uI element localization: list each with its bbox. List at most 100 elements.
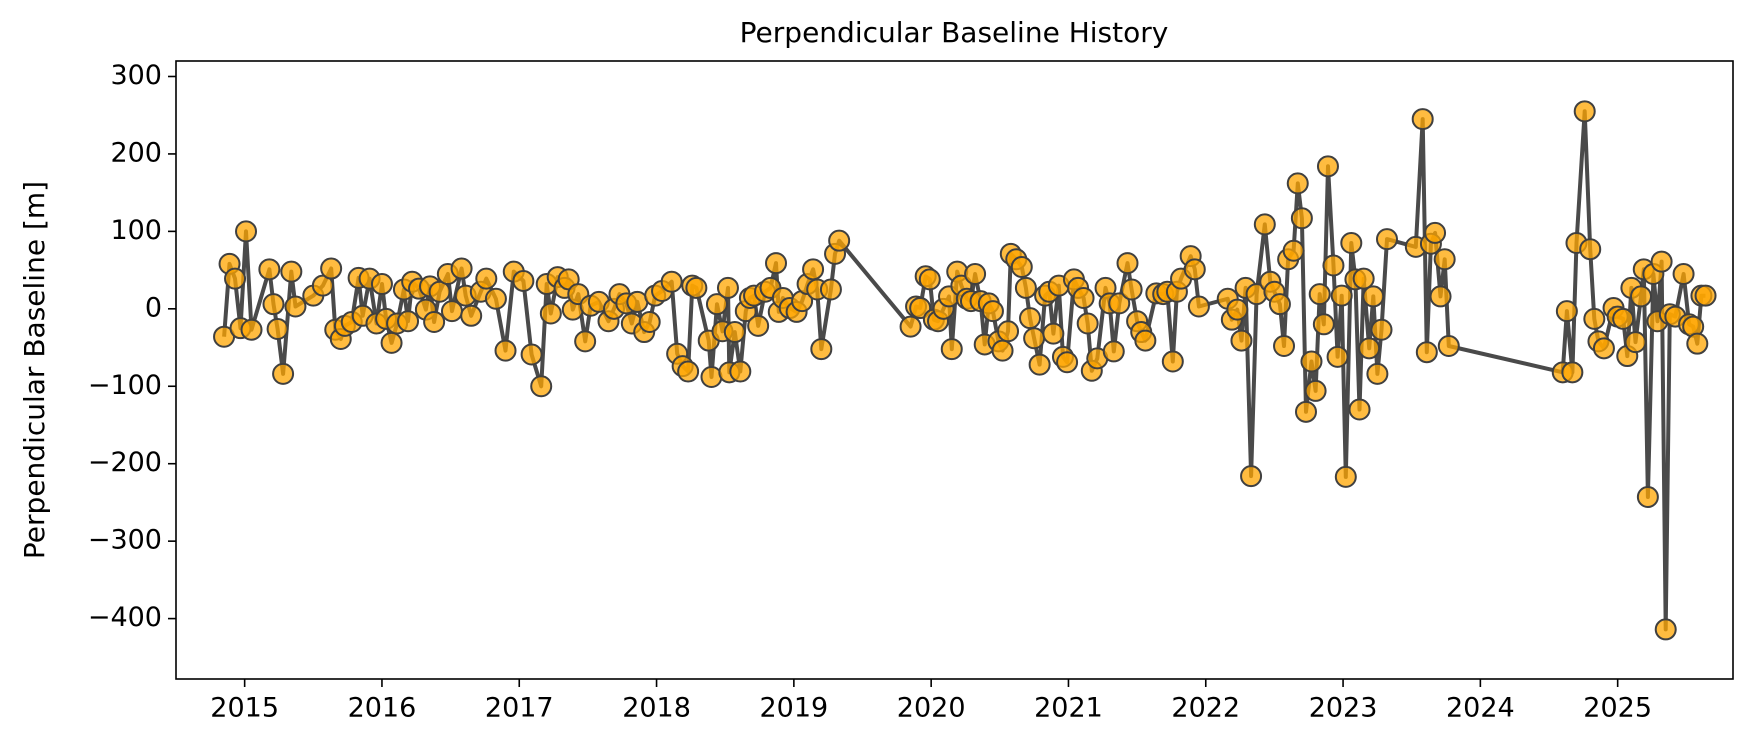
data-point (1348, 398, 1371, 421)
y-tick-label: 200 (110, 137, 162, 168)
data-point (1286, 172, 1309, 195)
data-point (1579, 238, 1602, 261)
y-tick-label: −300 (88, 525, 162, 556)
x-tick-label: 2024 (1446, 693, 1515, 724)
data-point (828, 229, 851, 252)
data-point (1028, 353, 1051, 376)
data-point (918, 268, 941, 291)
data-point (258, 258, 281, 281)
data-point (1294, 400, 1317, 423)
x-tick-label: 2018 (622, 693, 691, 724)
data-point (1322, 254, 1345, 277)
data-point (272, 362, 295, 385)
data-point (677, 360, 700, 383)
x-tick-label: 2016 (348, 693, 417, 724)
data-point (1120, 278, 1143, 301)
data-point (1352, 267, 1375, 290)
data-point (1290, 207, 1313, 230)
data-point (1010, 256, 1033, 278)
data-point (1102, 340, 1125, 363)
data-point (1415, 341, 1438, 364)
data-point (1326, 345, 1349, 368)
data-point (370, 273, 393, 296)
data-point (1253, 213, 1276, 236)
data-point (1312, 313, 1335, 336)
data-point (1561, 361, 1584, 384)
data-point (397, 310, 420, 333)
data-point (224, 267, 247, 290)
data-point (1650, 250, 1673, 273)
data-point (1583, 307, 1606, 330)
data-point (700, 365, 723, 388)
x-tick-label: 2015 (210, 693, 279, 724)
y-axis-label: Perpendicular Baseline [m] (18, 181, 51, 559)
data-point (716, 276, 739, 299)
data-point (1023, 327, 1046, 350)
data-point (1411, 108, 1434, 131)
data-point (530, 375, 553, 398)
data-point (660, 270, 683, 293)
data-point (1366, 362, 1389, 385)
data-point (940, 338, 963, 361)
data-point (705, 293, 728, 316)
x-tick-label: 2019 (759, 693, 828, 724)
data-point (1056, 351, 1079, 374)
data-point (235, 220, 258, 243)
x-tick-label: 2025 (1583, 693, 1652, 724)
data-point (1116, 252, 1139, 275)
x-tick-label: 2021 (1034, 693, 1103, 724)
data-point (1424, 221, 1447, 244)
chart-title: Perpendicular Baseline History (740, 16, 1169, 49)
data-point (512, 269, 535, 292)
data-point (484, 287, 507, 310)
data-point (1019, 307, 1042, 330)
data-point (428, 280, 451, 303)
data-point (899, 315, 922, 338)
x-tick-label: 2022 (1171, 693, 1240, 724)
data-point (1330, 284, 1353, 307)
data-point (638, 310, 661, 333)
data-point (997, 320, 1020, 343)
data-point (1340, 231, 1363, 254)
data-point (1300, 350, 1323, 373)
y-tick-label: −400 (88, 602, 162, 633)
data-point (729, 360, 752, 383)
data-point (991, 339, 1014, 362)
data-point (539, 302, 562, 325)
data-point (262, 293, 285, 316)
data-point (1573, 100, 1596, 123)
data-point (1686, 332, 1709, 355)
data-point (685, 276, 708, 299)
data-point (1624, 331, 1647, 354)
data-point (1161, 350, 1184, 373)
data-point (1230, 329, 1253, 352)
data-point (1694, 284, 1717, 307)
data-point (1334, 465, 1357, 488)
data-point (765, 252, 788, 275)
data-point (494, 339, 517, 362)
x-tick-label: 2020 (897, 693, 966, 724)
data-point (1612, 307, 1635, 330)
data-point (1433, 248, 1456, 271)
data-point (520, 343, 543, 366)
y-tick-label: 0 (145, 292, 162, 323)
data-point (723, 321, 746, 344)
y-tick-label: −100 (88, 370, 162, 401)
data-point (1308, 283, 1331, 306)
data-point (284, 295, 307, 318)
data-point (1072, 286, 1095, 309)
data-point (1042, 322, 1065, 345)
x-tick-label: 2017 (485, 693, 554, 724)
data-point (1630, 285, 1653, 308)
data-point (1654, 618, 1677, 641)
data-point (1014, 276, 1037, 299)
data-point (423, 310, 446, 333)
data-point (1076, 312, 1099, 335)
y-tick-label: 100 (110, 215, 162, 246)
data-point (450, 257, 473, 280)
data-point (1282, 239, 1305, 262)
data-point (1592, 337, 1615, 360)
data-point (1226, 298, 1249, 321)
data-point (1376, 228, 1398, 251)
